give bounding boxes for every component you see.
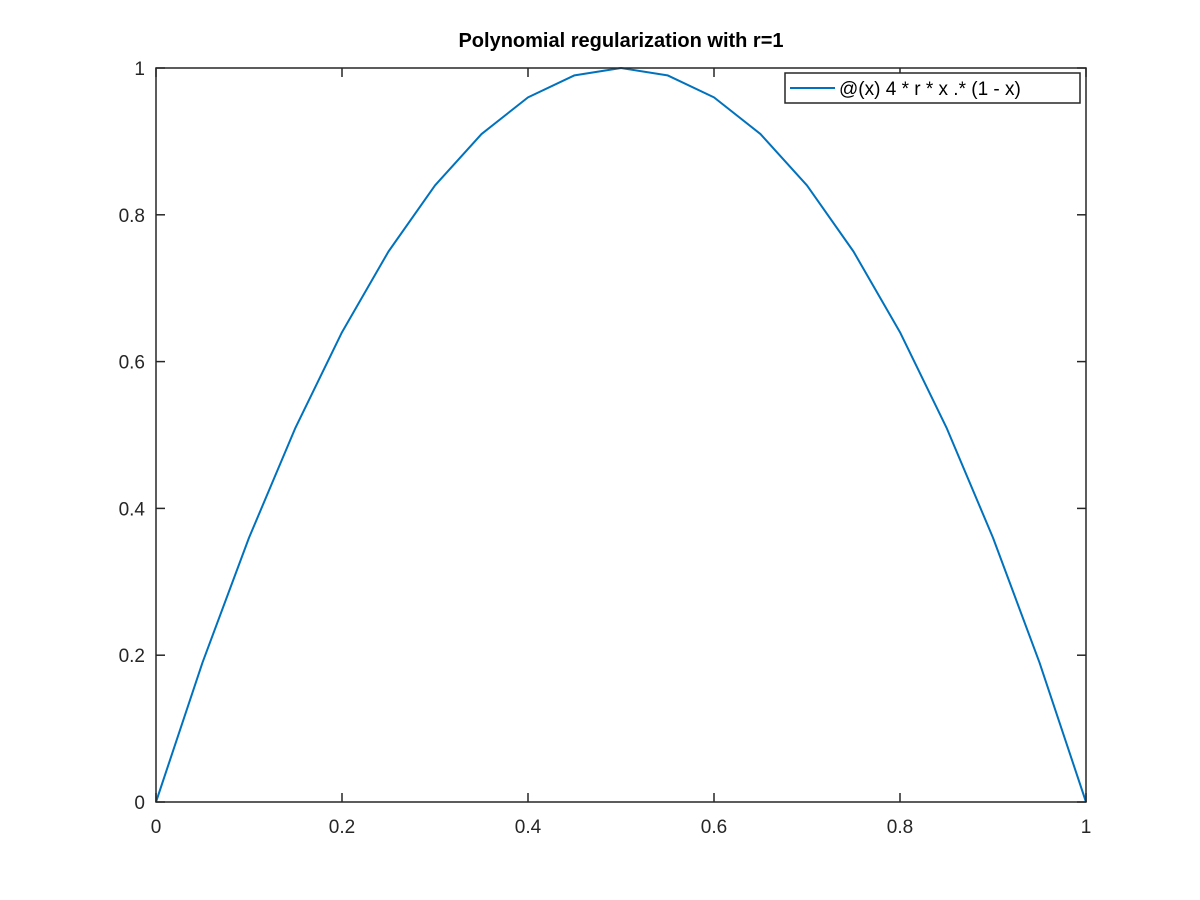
axes-box — [155, 67, 1087, 803]
legend-entry-label: @(x) 4 * r * x .* (1 - x) — [839, 79, 1021, 100]
x-tick-label: 0.2 — [329, 817, 355, 838]
x-tick-label: 1 — [1081, 817, 1092, 838]
plot-area — [156, 68, 1086, 802]
y-tick-label: 1 — [134, 59, 145, 80]
y-tick-label: 0.8 — [119, 206, 145, 227]
legend: @(x) 4 * r * x .* (1 - x) — [784, 72, 1081, 104]
y-tick-label: 0.2 — [119, 646, 145, 667]
x-tick-label: 0 — [151, 817, 162, 838]
x-tick-label: 0.6 — [701, 817, 727, 838]
ticks-layer: 0 0.2 0.4 0.6 0.8 1 0 0.2 0.4 0.6 0.8 1 — [119, 59, 1092, 838]
legend-box — [784, 72, 1081, 104]
x-tick-label: 0.4 — [515, 817, 542, 838]
y-tick-label: 0.4 — [119, 499, 146, 520]
x-tick-label: 0.8 — [887, 817, 913, 838]
chart-title: Polynomial regularization with r=1 — [458, 30, 783, 52]
y-tick-label: 0 — [134, 793, 145, 814]
y-tick-label: 0.6 — [119, 353, 145, 374]
